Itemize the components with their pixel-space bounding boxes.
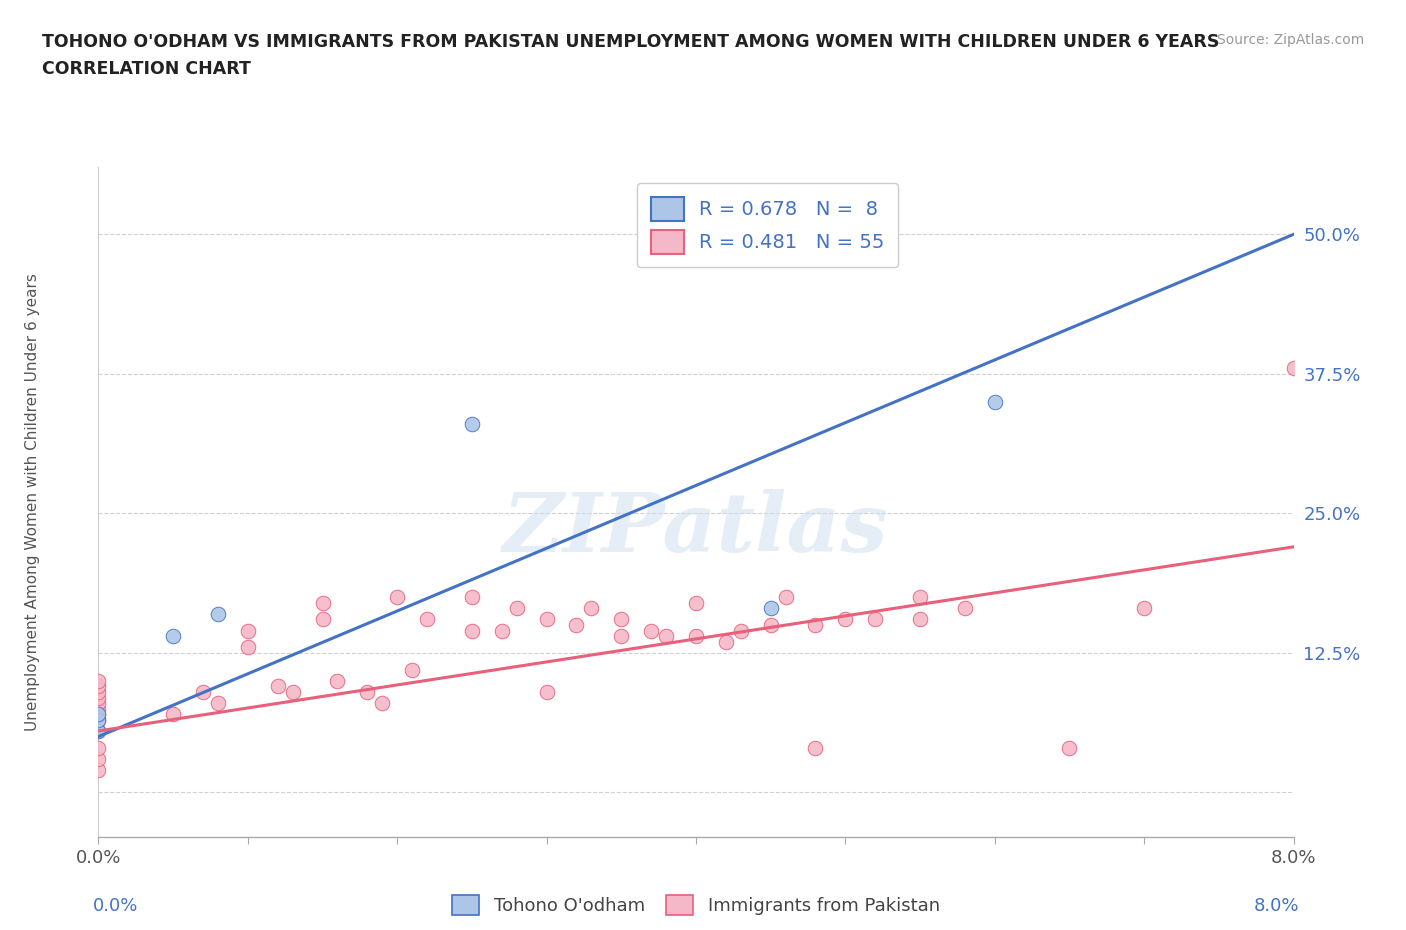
Point bbox=[87, 712, 110, 727]
Point bbox=[87, 763, 110, 777]
Point bbox=[162, 629, 184, 644]
Point bbox=[87, 701, 110, 716]
Point bbox=[236, 623, 259, 638]
Point bbox=[87, 679, 110, 694]
Point bbox=[191, 684, 214, 699]
Point bbox=[461, 623, 484, 638]
Point bbox=[536, 612, 558, 627]
Point bbox=[416, 612, 439, 627]
Point bbox=[1059, 740, 1081, 755]
Point bbox=[87, 673, 110, 688]
Point bbox=[87, 740, 110, 755]
Point bbox=[87, 684, 110, 699]
Point bbox=[953, 601, 976, 616]
Point bbox=[311, 612, 333, 627]
Point bbox=[908, 612, 931, 627]
Point bbox=[207, 696, 229, 711]
Point bbox=[356, 684, 378, 699]
Point bbox=[640, 623, 662, 638]
Point bbox=[1133, 601, 1156, 616]
Point bbox=[326, 673, 349, 688]
Point bbox=[536, 684, 558, 699]
Point bbox=[87, 724, 110, 738]
Point bbox=[87, 712, 110, 727]
Point bbox=[491, 623, 513, 638]
Legend: Tohono O'odham, Immigrants from Pakistan: Tohono O'odham, Immigrants from Pakistan bbox=[451, 896, 941, 915]
Point bbox=[655, 629, 678, 644]
Point bbox=[281, 684, 304, 699]
Point bbox=[775, 590, 797, 604]
Text: ZIPatlas: ZIPatlas bbox=[503, 489, 889, 569]
Point bbox=[610, 629, 633, 644]
Text: Unemployment Among Women with Children Under 6 years: Unemployment Among Women with Children U… bbox=[25, 273, 41, 731]
Point bbox=[908, 590, 931, 604]
Point bbox=[863, 612, 886, 627]
Point bbox=[385, 590, 409, 604]
Point bbox=[87, 690, 110, 705]
Point bbox=[610, 612, 633, 627]
Point bbox=[87, 724, 110, 738]
Point bbox=[371, 696, 394, 711]
Point bbox=[311, 595, 333, 610]
Text: 0.0%: 0.0% bbox=[93, 897, 138, 915]
Point bbox=[461, 590, 484, 604]
Point bbox=[267, 679, 290, 694]
Point bbox=[714, 634, 737, 649]
Point bbox=[804, 618, 827, 632]
Point bbox=[401, 662, 423, 677]
Point bbox=[983, 394, 1005, 409]
Point bbox=[461, 417, 484, 432]
Point bbox=[565, 618, 588, 632]
Point bbox=[87, 707, 110, 722]
Point bbox=[87, 696, 110, 711]
Point bbox=[87, 707, 110, 722]
Text: CORRELATION CHART: CORRELATION CHART bbox=[42, 60, 252, 78]
Point bbox=[207, 606, 229, 621]
Point bbox=[759, 601, 782, 616]
Text: Source: ZipAtlas.com: Source: ZipAtlas.com bbox=[1216, 33, 1364, 46]
Point bbox=[506, 601, 529, 616]
Point bbox=[581, 601, 603, 616]
Point bbox=[236, 640, 259, 655]
Point bbox=[685, 629, 707, 644]
Point bbox=[804, 740, 827, 755]
Point bbox=[834, 612, 856, 627]
Point bbox=[162, 707, 184, 722]
Point bbox=[1282, 361, 1305, 376]
Point bbox=[759, 618, 782, 632]
Text: 8.0%: 8.0% bbox=[1254, 897, 1299, 915]
Text: TOHONO O'ODHAM VS IMMIGRANTS FROM PAKISTAN UNEMPLOYMENT AMONG WOMEN WITH CHILDRE: TOHONO O'ODHAM VS IMMIGRANTS FROM PAKIST… bbox=[42, 33, 1219, 50]
Point bbox=[685, 595, 707, 610]
Point bbox=[730, 623, 752, 638]
Point bbox=[87, 751, 110, 766]
